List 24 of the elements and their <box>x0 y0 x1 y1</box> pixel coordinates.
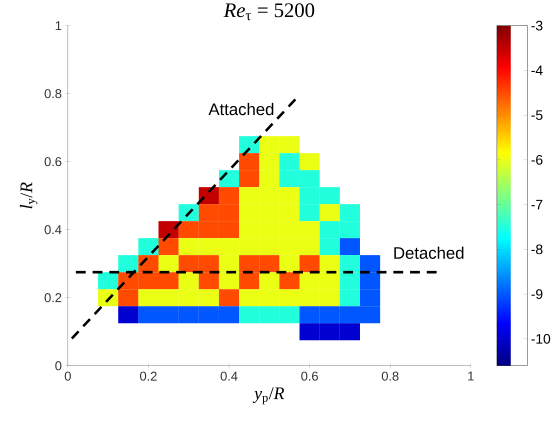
y-tick-label: 0.2 <box>44 293 62 302</box>
color-bar-label: -9 <box>531 289 542 300</box>
x-tick-label: 0.4 <box>220 372 238 381</box>
color-bar-label: -4 <box>531 66 543 76</box>
x-tick-label: 0.8 <box>382 372 399 381</box>
color-bar-label: -6 <box>531 155 542 165</box>
color-bar-label: -10 <box>531 334 550 344</box>
series-label: Attached <box>208 103 274 116</box>
x-tick-label: 0 <box>64 372 71 381</box>
chart-title: Re$_{τ}$ = 5200 <box>224 3 314 20</box>
y-tick-label: 0.8 <box>44 89 62 98</box>
x-axis-title: y$_{p}$/R <box>252 388 284 404</box>
color-bar-label: -3 <box>531 20 542 31</box>
y-tick-label: 1 <box>56 21 62 30</box>
y-tick-label: 0.4 <box>44 225 62 234</box>
color-bar-label: -5 <box>531 110 542 120</box>
x-tick-label: 0.6 <box>301 372 318 381</box>
color-bar-label: -7 <box>531 200 542 210</box>
x-tick-label: 0.2 <box>140 372 157 381</box>
y-tick-label: 0.6 <box>44 157 62 166</box>
series-label: Detached <box>394 246 464 260</box>
x-tick-label: 1 <box>468 372 474 381</box>
y-tick-label: 0 <box>55 361 62 370</box>
color-bar-label: -8 <box>531 244 542 254</box>
